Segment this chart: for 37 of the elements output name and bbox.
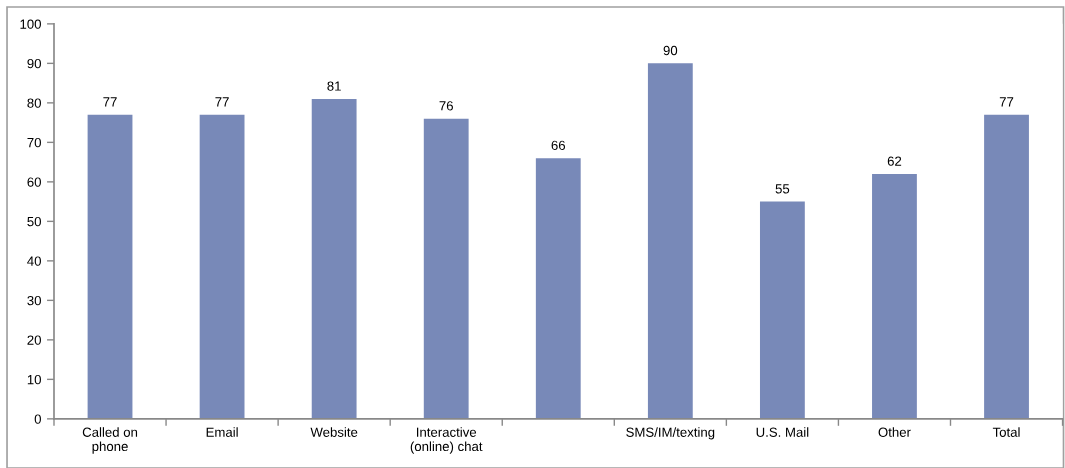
x-tick-label: Other xyxy=(878,427,911,437)
bar xyxy=(87,114,133,419)
bar xyxy=(423,118,469,419)
data-label: 66 xyxy=(551,140,566,150)
x-tick-label: SMS/IM/texting xyxy=(626,427,715,440)
data-label: 55 xyxy=(775,184,790,194)
data-label: 77 xyxy=(215,97,229,107)
x-tick-label: Email xyxy=(206,427,238,437)
data-label: 81 xyxy=(327,81,341,91)
x-tick-label: Called on phone xyxy=(82,427,138,454)
bar xyxy=(199,114,245,419)
bar xyxy=(984,114,1029,419)
y-tick-label: 100 xyxy=(20,19,41,29)
y-tick-label: 10 xyxy=(27,374,41,385)
y-tick-label: 80 xyxy=(27,98,41,108)
x-tick-label: Total xyxy=(992,427,1020,437)
bar xyxy=(311,98,357,419)
y-tick-label: 70 xyxy=(27,137,41,148)
x-tick-label: U.S. Mail xyxy=(756,427,809,437)
y-tick-label: 30 xyxy=(27,295,41,306)
data-label: 62 xyxy=(887,156,902,166)
y-tick-label: 40 xyxy=(27,256,41,266)
bar xyxy=(535,158,581,419)
y-tick-label: 60 xyxy=(27,177,41,187)
y-tick-label: 20 xyxy=(27,335,41,345)
data-label: 77 xyxy=(999,97,1014,107)
data-label: 77 xyxy=(103,97,117,107)
y-tick-label: 0 xyxy=(34,414,41,424)
x-tick-label: Website xyxy=(310,427,358,437)
x-tick-label: Interactive (online) chat xyxy=(410,427,483,454)
bar xyxy=(872,173,917,419)
bar xyxy=(647,63,693,419)
y-tick-label: 50 xyxy=(27,216,41,227)
data-label: 76 xyxy=(439,101,453,111)
data-label: 90 xyxy=(663,45,678,56)
bar xyxy=(759,201,805,419)
y-tick-label: 90 xyxy=(27,58,41,69)
